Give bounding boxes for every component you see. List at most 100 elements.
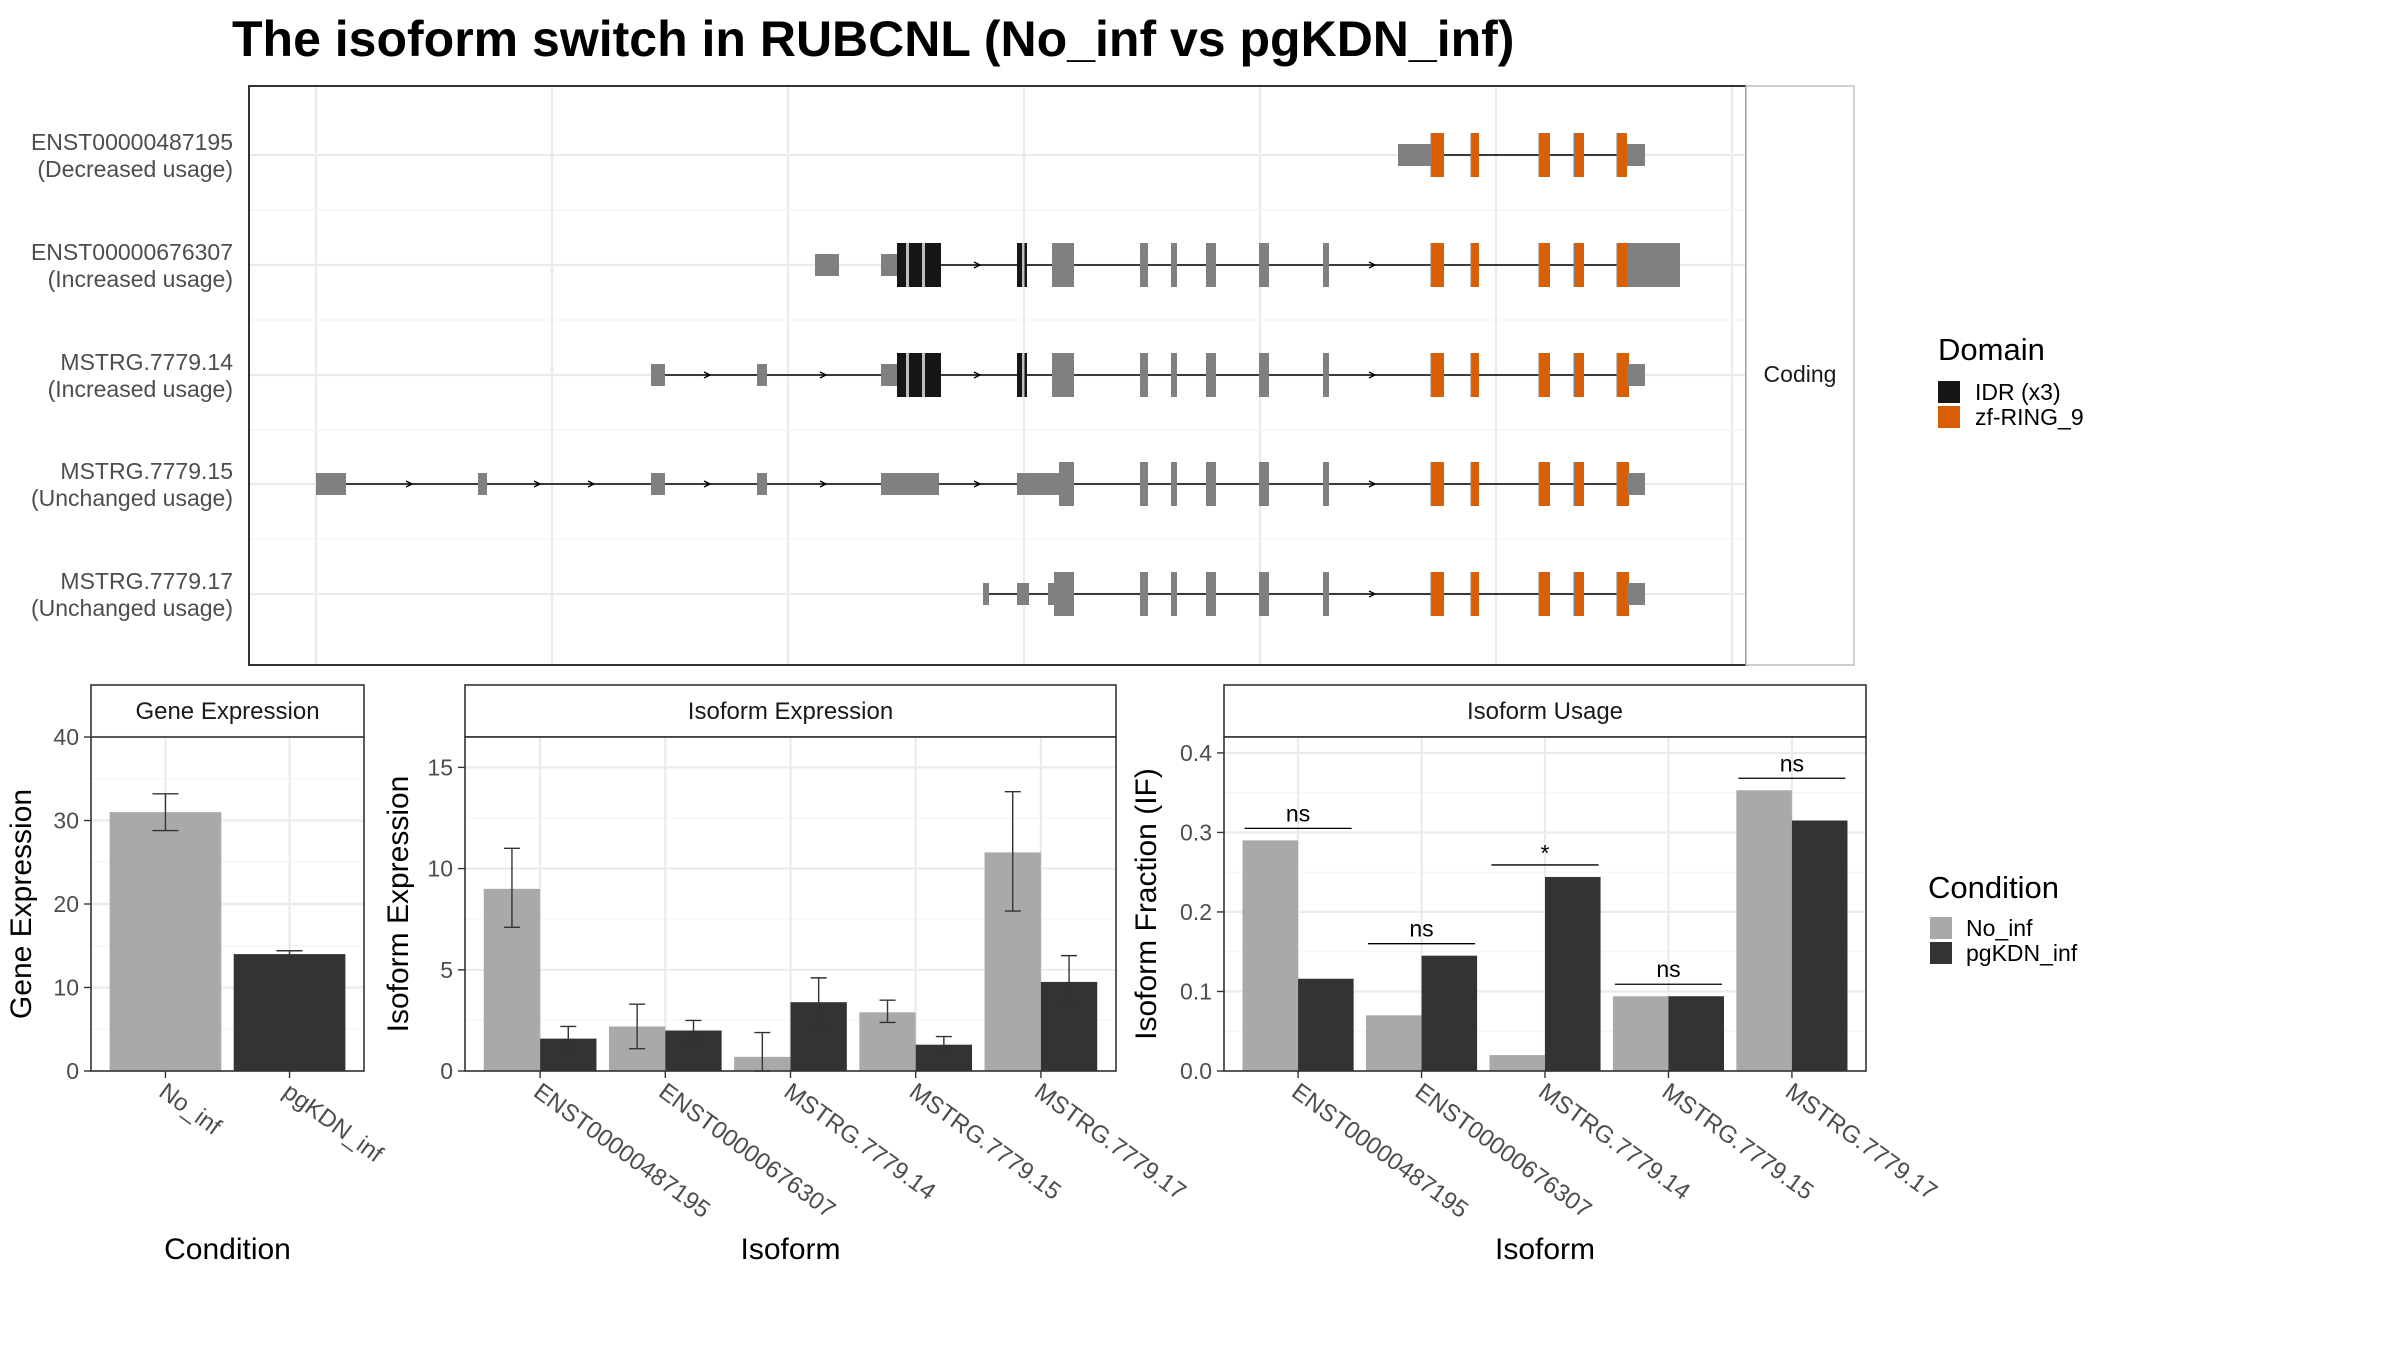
bar [1489, 1055, 1545, 1071]
zf-ring-exon [1472, 572, 1479, 616]
exon-block [1171, 462, 1177, 506]
figure-title: The isoform switch in RUBCNL (No_inf vs … [232, 11, 1514, 67]
bar [1365, 1015, 1422, 1071]
legend-idr-label: IDR (x3) [1975, 379, 2061, 405]
y-tick-label: 0 [66, 1058, 79, 1084]
exon-block [1323, 572, 1329, 616]
y-tick-label: 10 [53, 975, 79, 1001]
bar-panel: Gene Expression 0 10 20 30 40 No_inf pgKDN_inf C… [5, 684, 388, 1266]
exon-block [1140, 462, 1148, 506]
idr-separator [922, 243, 925, 287]
exon-edge [1538, 133, 1540, 177]
exon-block [1627, 364, 1645, 386]
zf-ring-exon [1540, 353, 1550, 397]
exon-block [651, 364, 665, 386]
y-axis-title: Isoform Fraction (IF) [1130, 768, 1163, 1040]
y-tick-label: 5 [440, 957, 453, 983]
exon-block [757, 473, 767, 495]
y-tick-label: 0.1 [1180, 978, 1212, 1004]
exon-edge [1616, 572, 1618, 616]
y-axis-title: Gene Expression [5, 789, 38, 1019]
intron-direction-arrow [1368, 590, 1377, 598]
zf-ring-exon [1432, 572, 1444, 616]
structure-strip [1745, 85, 1855, 666]
zf-ring-exon [1618, 133, 1627, 177]
structure-rows [316, 133, 1680, 616]
exon-block [757, 364, 767, 386]
exon-edge [1616, 462, 1618, 506]
zf-ring-exon [1575, 462, 1584, 506]
zf-ring-exon [1618, 462, 1629, 506]
panel-strip [464, 684, 1117, 738]
zf-ring-exon [1540, 243, 1550, 287]
zf-ring-exon [1618, 243, 1629, 287]
panel-strip-label: Isoform Usage [1467, 698, 1623, 725]
exon-block [1017, 583, 1029, 605]
bar [109, 812, 222, 1071]
zf-ring-exon [1432, 353, 1444, 397]
condition-legend-title: Condition [1928, 870, 2059, 905]
exon-block [316, 473, 346, 495]
exon-edge [1538, 462, 1540, 506]
exon-edge [1430, 462, 1432, 506]
exon-block [1323, 353, 1329, 397]
exon-edge [1616, 243, 1618, 287]
exon-block [1052, 353, 1074, 397]
exon-block [1048, 583, 1054, 605]
zf-ring-exon [1575, 133, 1584, 177]
intron-direction-arrow [405, 480, 414, 488]
x-tick-label: No_inf [154, 1078, 226, 1141]
intron-direction-arrow [973, 261, 982, 269]
exon-block [1140, 243, 1148, 287]
significance-label: ns [1780, 750, 1804, 776]
bar [1612, 996, 1669, 1071]
exon-block [1171, 572, 1177, 616]
y-tick-label: 40 [53, 724, 79, 750]
intron-direction-arrow [703, 371, 712, 379]
zf-ring-exon [1472, 353, 1479, 397]
exon-block [1054, 572, 1074, 616]
legend-idr-swatch [1938, 381, 1960, 403]
intron-direction-arrow [587, 480, 596, 488]
exon-block [1171, 353, 1177, 397]
zf-ring-exon [1432, 243, 1444, 287]
zf-ring-exon [1432, 133, 1444, 177]
y-axis-title: Isoform Expression [382, 776, 415, 1033]
zf-ring-exon [1472, 243, 1479, 287]
exon-edge [1470, 353, 1472, 397]
exon-edge [1573, 462, 1575, 506]
zf-ring-exon [1575, 572, 1584, 616]
exon-block [1259, 353, 1269, 397]
exon-edge [1573, 243, 1575, 287]
y-tick-label: 0.4 [1180, 740, 1212, 766]
panel-strip-label: Gene Expression [135, 698, 319, 725]
legend-no-inf-swatch [1930, 917, 1952, 939]
zf-ring-exon [1472, 133, 1479, 177]
bar [1298, 978, 1354, 1071]
significance-label: * [1541, 840, 1550, 866]
bar [1736, 790, 1792, 1071]
exon-edge [1538, 243, 1540, 287]
exon-edge [1430, 243, 1432, 287]
exon-block [1171, 243, 1177, 287]
zf-ring-exon [1618, 572, 1629, 616]
exon-edge [1616, 133, 1618, 177]
x-axis-title: Condition [164, 1233, 291, 1266]
idr-separator [1022, 353, 1025, 397]
isoform-usage-label: (Unchanged usage) [31, 595, 233, 621]
bar [1668, 996, 1725, 1071]
exon-edge [1538, 353, 1540, 397]
intron-direction-arrow [819, 371, 828, 379]
bar-panel: Isoform Expression051015ENST00000487195E… [382, 684, 1191, 1266]
exon-block [1323, 462, 1329, 506]
legend-zf-ring-swatch [1938, 406, 1960, 428]
exon-edge [1470, 572, 1472, 616]
exon-block [1017, 473, 1059, 495]
idr-separator [906, 243, 909, 287]
exon-edge [1573, 572, 1575, 616]
exon-block [1259, 462, 1269, 506]
exon-block [1398, 144, 1432, 166]
bar-panel: Isoform Usagensns*nsns0.00.10.20.30.4ENS… [1130, 684, 1942, 1266]
intron-direction-arrow [533, 480, 542, 488]
idr-exon [897, 353, 941, 397]
